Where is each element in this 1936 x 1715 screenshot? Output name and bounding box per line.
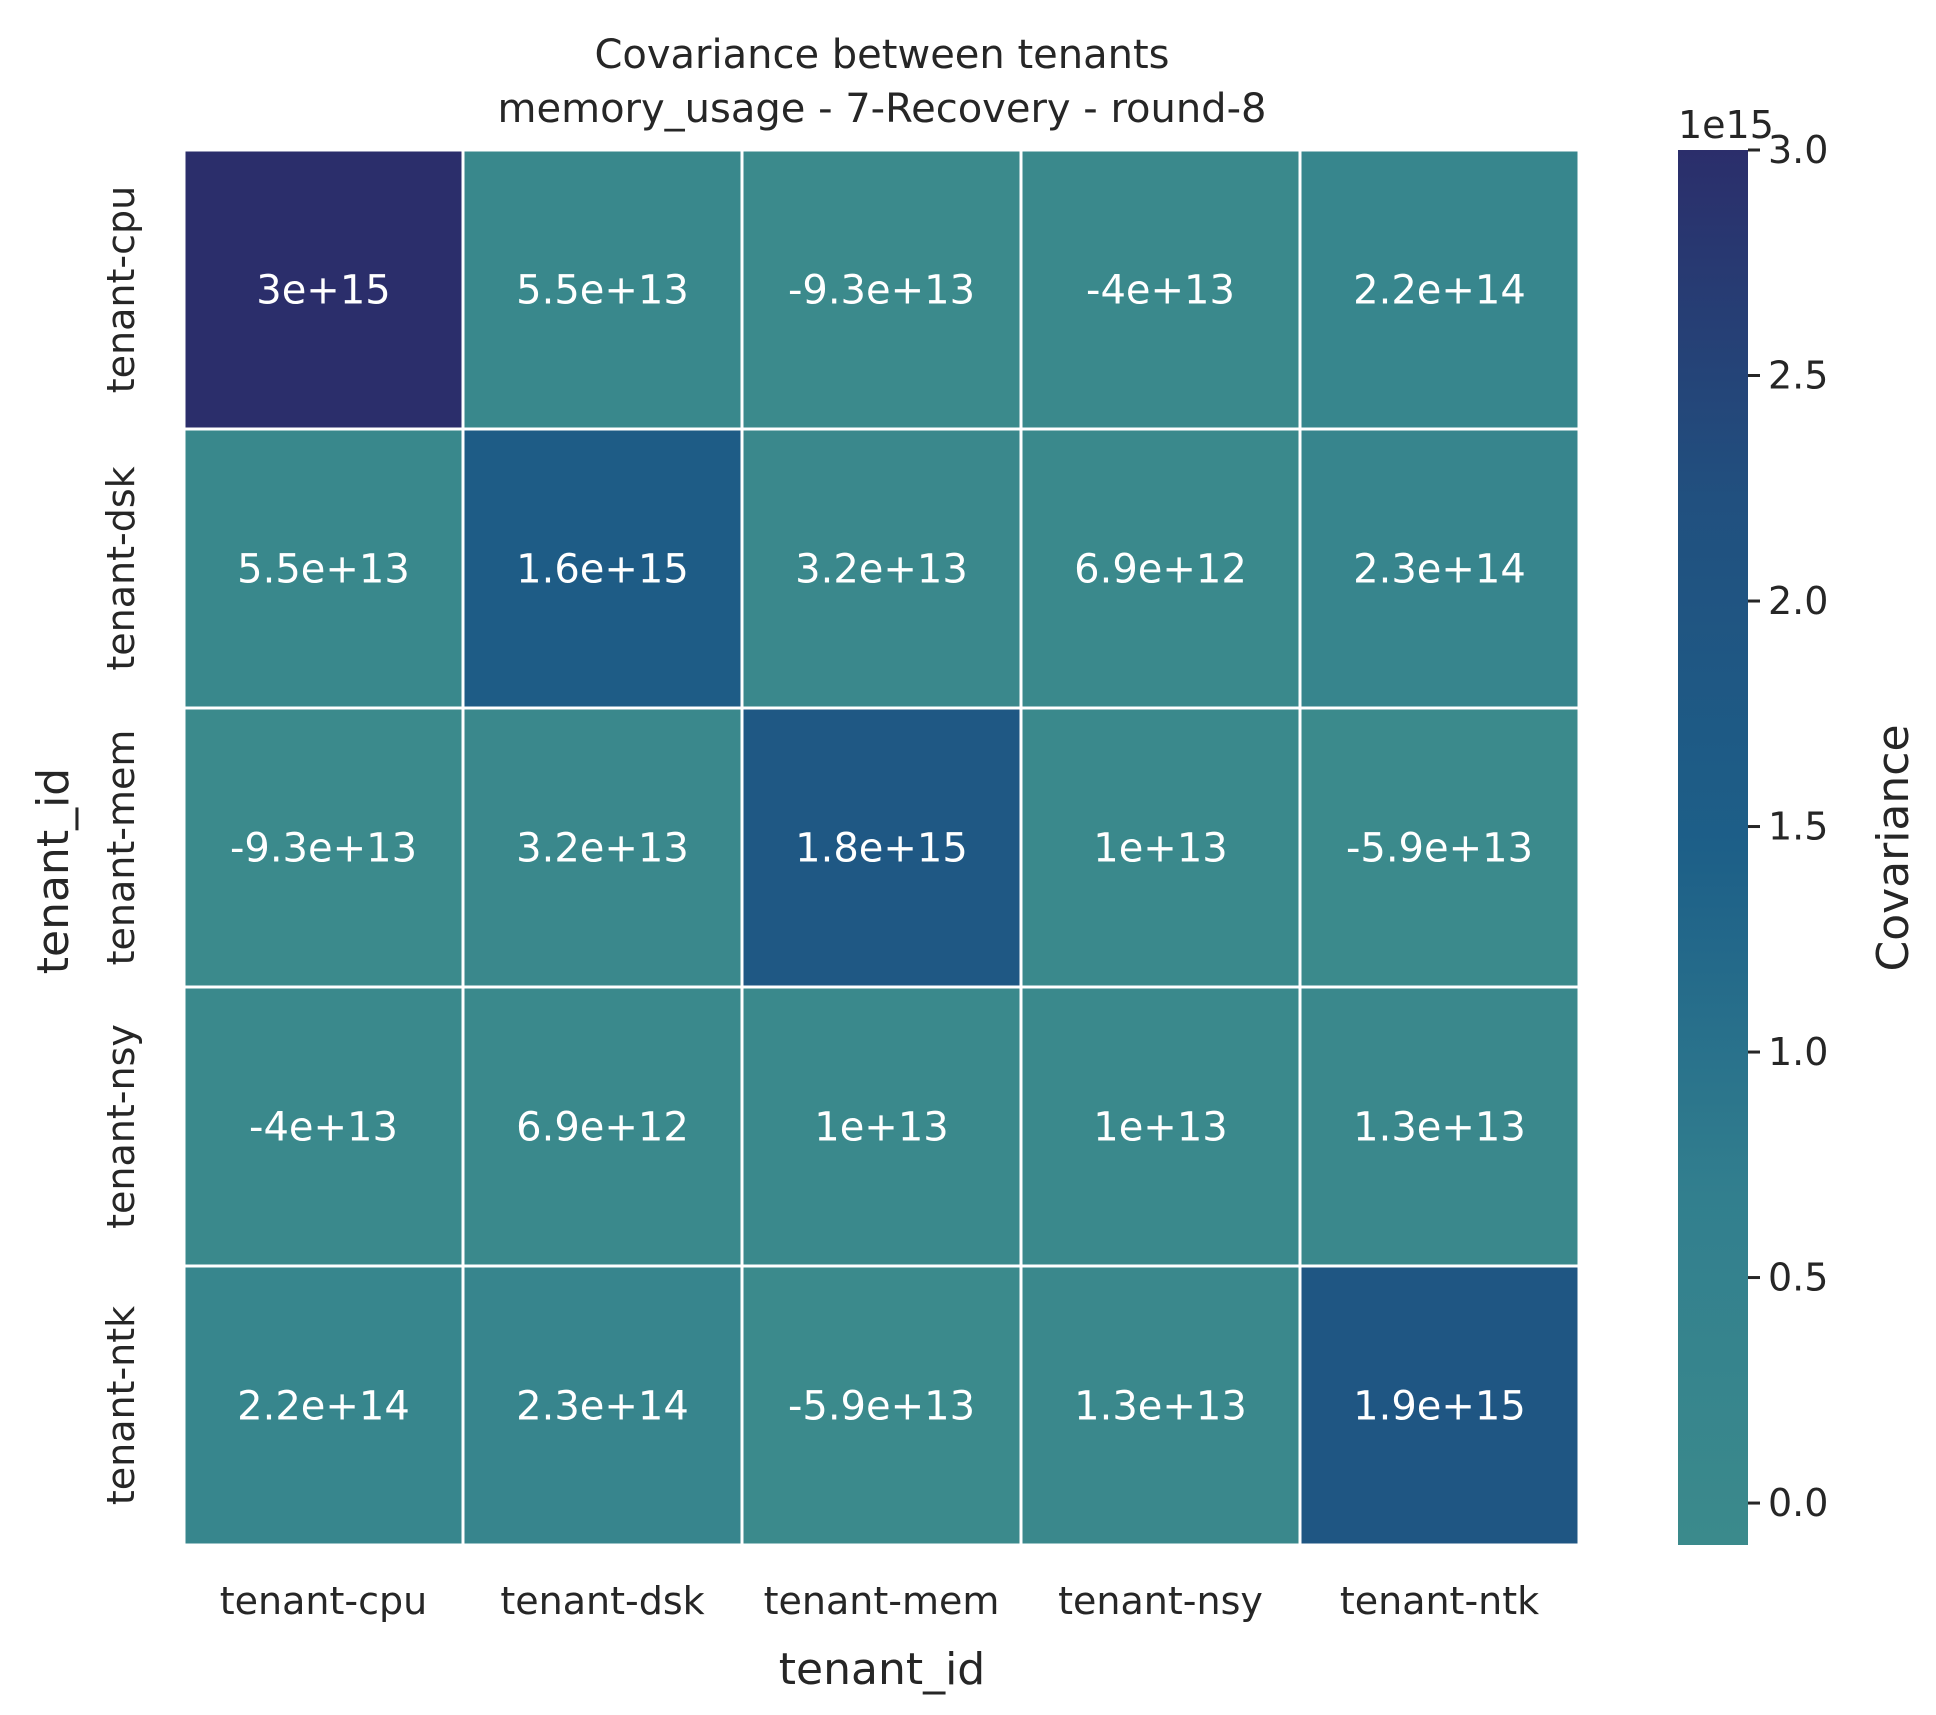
colorbar-tick-label: 1.0 xyxy=(1768,1030,1828,1074)
heatmap-cell xyxy=(182,985,465,1268)
cell-value-label: 6.9e+12 xyxy=(516,1105,689,1151)
x-axis-label: tenant_id xyxy=(779,1644,985,1695)
colorbar-tick-label: 0.0 xyxy=(1768,1481,1828,1525)
heatmap-cell xyxy=(461,706,744,989)
colorbar-offset-text: 1e15 xyxy=(1678,103,1774,147)
x-tick-label: tenant-ntk xyxy=(1340,1579,1539,1623)
cell-value-label: 1e+13 xyxy=(814,1105,948,1151)
cell-value-label: -9.3e+13 xyxy=(788,268,975,314)
heatmap-cell xyxy=(1019,148,1302,431)
heatmap-cell xyxy=(1298,985,1581,1268)
heatmap-cell xyxy=(740,985,1023,1268)
heatmap-cell xyxy=(1298,1264,1581,1547)
colorbar-tick-label: 0.5 xyxy=(1768,1256,1828,1300)
colorbar-tick-label: 2.0 xyxy=(1768,579,1828,623)
cell-value-label: 6.9e+12 xyxy=(1074,547,1247,593)
y-tick-label: tenant-nsy xyxy=(99,1024,143,1229)
heatmap-cell xyxy=(1019,706,1302,989)
colorbar-tick-label: 3.0 xyxy=(1768,128,1828,172)
cell-value-label: -9.3e+13 xyxy=(230,826,417,872)
y-tick-label: tenant-mem xyxy=(99,730,143,966)
heatmap-cell xyxy=(461,148,744,431)
heatmap-cell xyxy=(1298,148,1581,431)
heatmap-cell xyxy=(182,427,465,710)
y-tick-label: tenant-ntk xyxy=(99,1306,143,1505)
colorbar xyxy=(1678,150,1748,1545)
heatmap-cell xyxy=(461,985,744,1268)
cell-value-label: 3.2e+13 xyxy=(795,547,968,593)
chart-subtitle: memory_usage - 7-Recovery - round-8 xyxy=(498,86,1267,132)
heatmap-cell xyxy=(1298,427,1581,710)
cell-value-label: 2.2e+14 xyxy=(237,1384,410,1430)
heatmap-cell xyxy=(740,427,1023,710)
heatmap-cell xyxy=(740,148,1023,431)
cell-value-label: -5.9e+13 xyxy=(788,1384,975,1430)
cell-value-label: -5.9e+13 xyxy=(1346,826,1533,872)
cell-value-label: 5.5e+13 xyxy=(516,268,689,314)
cell-value-label: -4e+13 xyxy=(1086,268,1235,314)
cell-value-label: 1e+13 xyxy=(1093,1105,1227,1151)
y-tick-label: tenant-cpu xyxy=(99,186,143,393)
heatmap-cell xyxy=(461,1264,744,1547)
cell-value-label: 1e+13 xyxy=(1093,826,1227,872)
x-tick-label: tenant-cpu xyxy=(220,1579,427,1623)
x-tick-label: tenant-mem xyxy=(764,1579,1000,1623)
y-tick-labels: tenant-cpu tenant-dsk tenant-mem tenant-nsy… xyxy=(99,186,143,1505)
chart-title: Covariance between tenants xyxy=(594,32,1169,78)
cell-value-label: 1.8e+15 xyxy=(795,826,968,872)
heatmap-cell xyxy=(740,706,1023,989)
heatmap-cells: 3e+15 5.5e+13 -9.3e+13 -4e+13 2.2e+14 5.5e+13… xyxy=(182,148,1581,1547)
cell-value-label: 3.2e+13 xyxy=(516,826,689,872)
cell-value-label: 2.2e+14 xyxy=(1353,268,1526,314)
heatmap-cell xyxy=(182,1264,465,1547)
heatmap-cell xyxy=(182,148,465,431)
cell-value-label: -4e+13 xyxy=(249,1105,398,1151)
colorbar-ticks: 0.0 0.5 1.0 1.5 2.0 2.5 3.0 xyxy=(1748,128,1828,1525)
y-tick-label: tenant-dsk xyxy=(99,466,143,670)
heatmap-cell xyxy=(1298,706,1581,989)
cell-value-label: 2.3e+14 xyxy=(516,1384,689,1430)
x-tick-labels: tenant-cpu tenant-dsk tenant-mem tenant-nsy… xyxy=(220,1579,1539,1623)
x-tick-label: tenant-nsy xyxy=(1058,1579,1263,1623)
cell-value-label: 1.3e+13 xyxy=(1353,1105,1526,1151)
cell-value-label: 3e+15 xyxy=(256,268,390,314)
cell-value-label: 2.3e+14 xyxy=(1353,547,1526,593)
cell-value-label: 1.9e+15 xyxy=(1353,1384,1526,1430)
heatmap-cell xyxy=(1019,985,1302,1268)
x-tick-label: tenant-dsk xyxy=(500,1579,704,1623)
colorbar-tick-label: 1.5 xyxy=(1768,805,1828,849)
y-axis-label: tenant_id xyxy=(28,768,79,974)
heatmap-cell xyxy=(740,1264,1023,1547)
colorbar-tick-label: 2.5 xyxy=(1768,354,1828,398)
colorbar-label: Covariance xyxy=(1868,724,1919,971)
cell-value-label: 5.5e+13 xyxy=(237,547,410,593)
cell-value-label: 1.6e+15 xyxy=(516,547,689,593)
cell-value-label: 1.3e+13 xyxy=(1074,1384,1247,1430)
